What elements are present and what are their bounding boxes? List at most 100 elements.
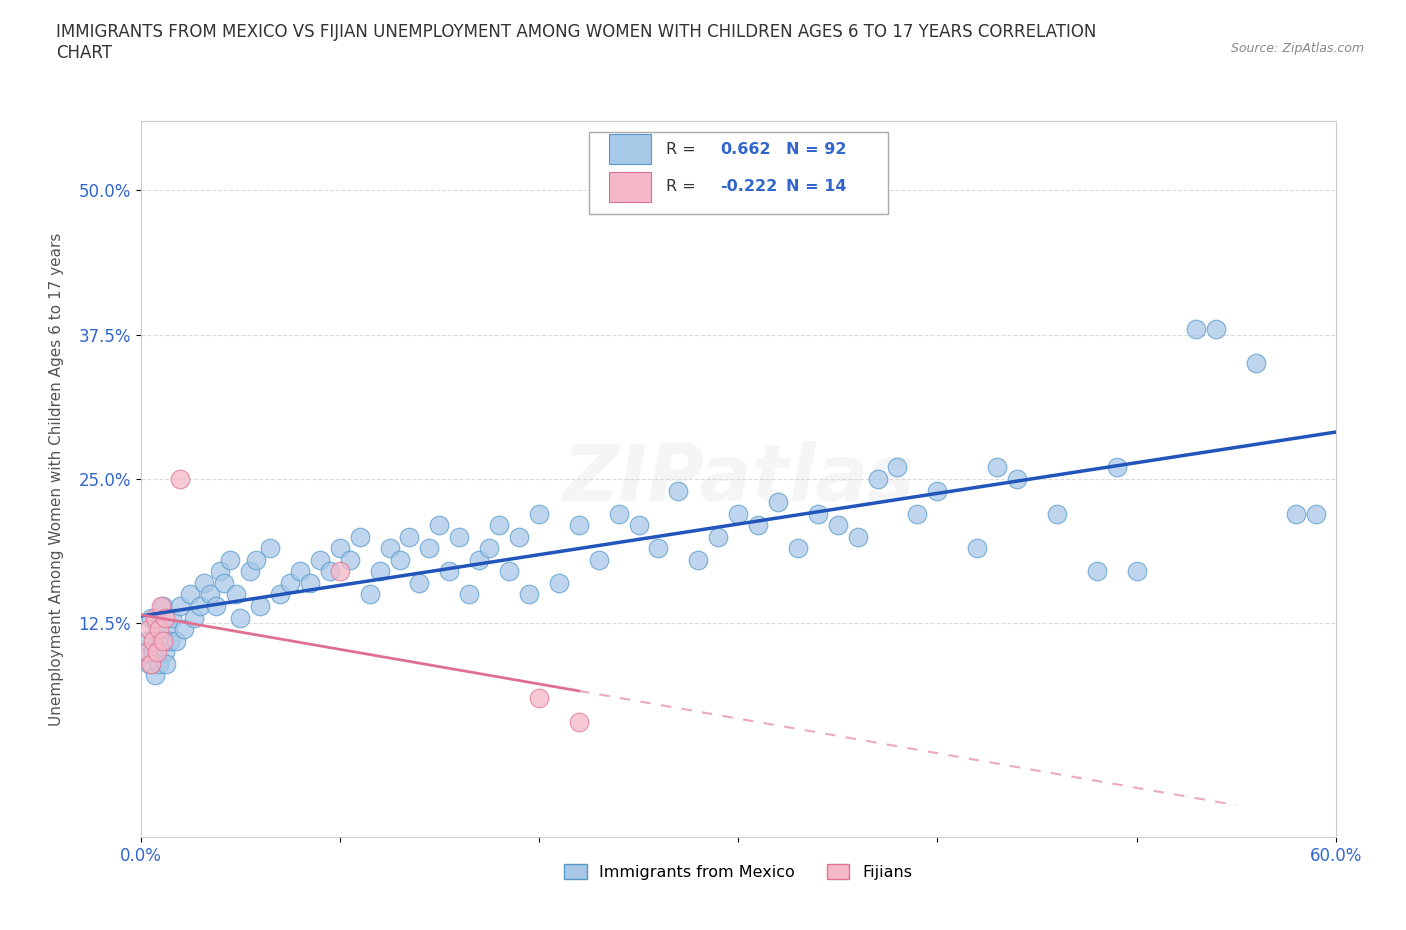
Point: [169, 599, 191, 614]
Point: [209, 564, 232, 578]
Point: [517, 587, 540, 602]
Point: [259, 541, 281, 556]
Point: [138, 657, 160, 671]
Point: [846, 529, 869, 544]
Point: [153, 644, 176, 659]
Point: [458, 587, 481, 602]
Point: [141, 644, 163, 659]
Point: [1085, 564, 1108, 578]
Text: -0.222: -0.222: [720, 179, 778, 194]
Point: [349, 529, 371, 544]
Point: [527, 506, 550, 521]
Point: [278, 576, 301, 591]
Point: [378, 541, 401, 556]
Point: [766, 495, 789, 510]
Point: [143, 668, 166, 683]
Bar: [609, 134, 651, 165]
Point: [239, 564, 262, 578]
Point: [145, 621, 167, 636]
Point: [152, 633, 174, 648]
Point: [807, 506, 830, 521]
Point: [886, 460, 908, 475]
Point: [149, 599, 172, 614]
Point: [1185, 322, 1208, 337]
Text: 0.662: 0.662: [720, 141, 770, 156]
Point: [588, 552, 610, 567]
Point: [157, 621, 180, 636]
Text: Source: ZipAtlas.com: Source: ZipAtlas.com: [1230, 42, 1364, 55]
Point: [135, 633, 157, 648]
Point: [1005, 472, 1028, 486]
Point: [368, 564, 391, 578]
Point: [155, 657, 177, 671]
Point: [508, 529, 530, 544]
Point: [1046, 506, 1069, 521]
Point: [288, 564, 311, 578]
Point: [478, 541, 501, 556]
Point: [1305, 506, 1327, 521]
Point: [1205, 322, 1227, 337]
Text: R =: R =: [666, 141, 702, 156]
Point: [568, 714, 591, 729]
Point: [205, 599, 228, 614]
Legend: Immigrants from Mexico, Fijians: Immigrants from Mexico, Fijians: [558, 857, 918, 886]
Point: [162, 610, 184, 625]
Point: [148, 657, 170, 671]
Point: [166, 633, 188, 648]
Text: N = 14: N = 14: [786, 179, 846, 194]
Point: [787, 541, 810, 556]
Point: [866, 472, 889, 486]
Point: [747, 518, 769, 533]
Point: [907, 506, 929, 521]
Point: [408, 576, 430, 591]
Point: [1125, 564, 1147, 578]
Point: [138, 621, 160, 636]
Point: [214, 576, 236, 591]
Point: [139, 610, 162, 625]
Point: [179, 587, 201, 602]
Point: [319, 564, 342, 578]
Point: [153, 610, 176, 625]
Point: [927, 483, 949, 498]
Point: [249, 599, 271, 614]
Point: [269, 587, 291, 602]
Point: [309, 552, 332, 567]
Point: [568, 518, 591, 533]
Point: [607, 506, 630, 521]
Point: [145, 644, 167, 659]
Point: [527, 691, 550, 706]
Point: [827, 518, 849, 533]
Point: [488, 518, 510, 533]
Point: [668, 483, 690, 498]
Point: [173, 621, 195, 636]
Point: [245, 552, 267, 567]
Point: [339, 552, 361, 567]
Point: [193, 576, 215, 591]
Point: [169, 472, 191, 486]
Point: [707, 529, 730, 544]
Point: [727, 506, 749, 521]
Point: [141, 633, 163, 648]
Point: [627, 518, 650, 533]
Point: [329, 541, 352, 556]
Text: N = 92: N = 92: [786, 141, 846, 156]
Point: [298, 576, 321, 591]
Point: [135, 644, 157, 659]
Point: [439, 564, 461, 578]
Point: [183, 610, 205, 625]
Point: [143, 610, 166, 625]
Point: [139, 657, 162, 671]
Text: R =: R =: [666, 179, 702, 194]
Text: IMMIGRANTS FROM MEXICO VS FIJIAN UNEMPLOYMENT AMONG WOMEN WITH CHILDREN AGES 6 T: IMMIGRANTS FROM MEXICO VS FIJIAN UNEMPLO…: [56, 23, 1097, 62]
Point: [498, 564, 520, 578]
FancyBboxPatch shape: [589, 132, 887, 214]
Y-axis label: Unemployment Among Women with Children Ages 6 to 17 years: Unemployment Among Women with Children A…: [49, 232, 65, 725]
Point: [468, 552, 491, 567]
Point: [986, 460, 1008, 475]
Point: [398, 529, 420, 544]
Point: [548, 576, 571, 591]
Point: [152, 599, 174, 614]
Point: [229, 610, 252, 625]
Point: [966, 541, 988, 556]
Point: [134, 644, 156, 659]
